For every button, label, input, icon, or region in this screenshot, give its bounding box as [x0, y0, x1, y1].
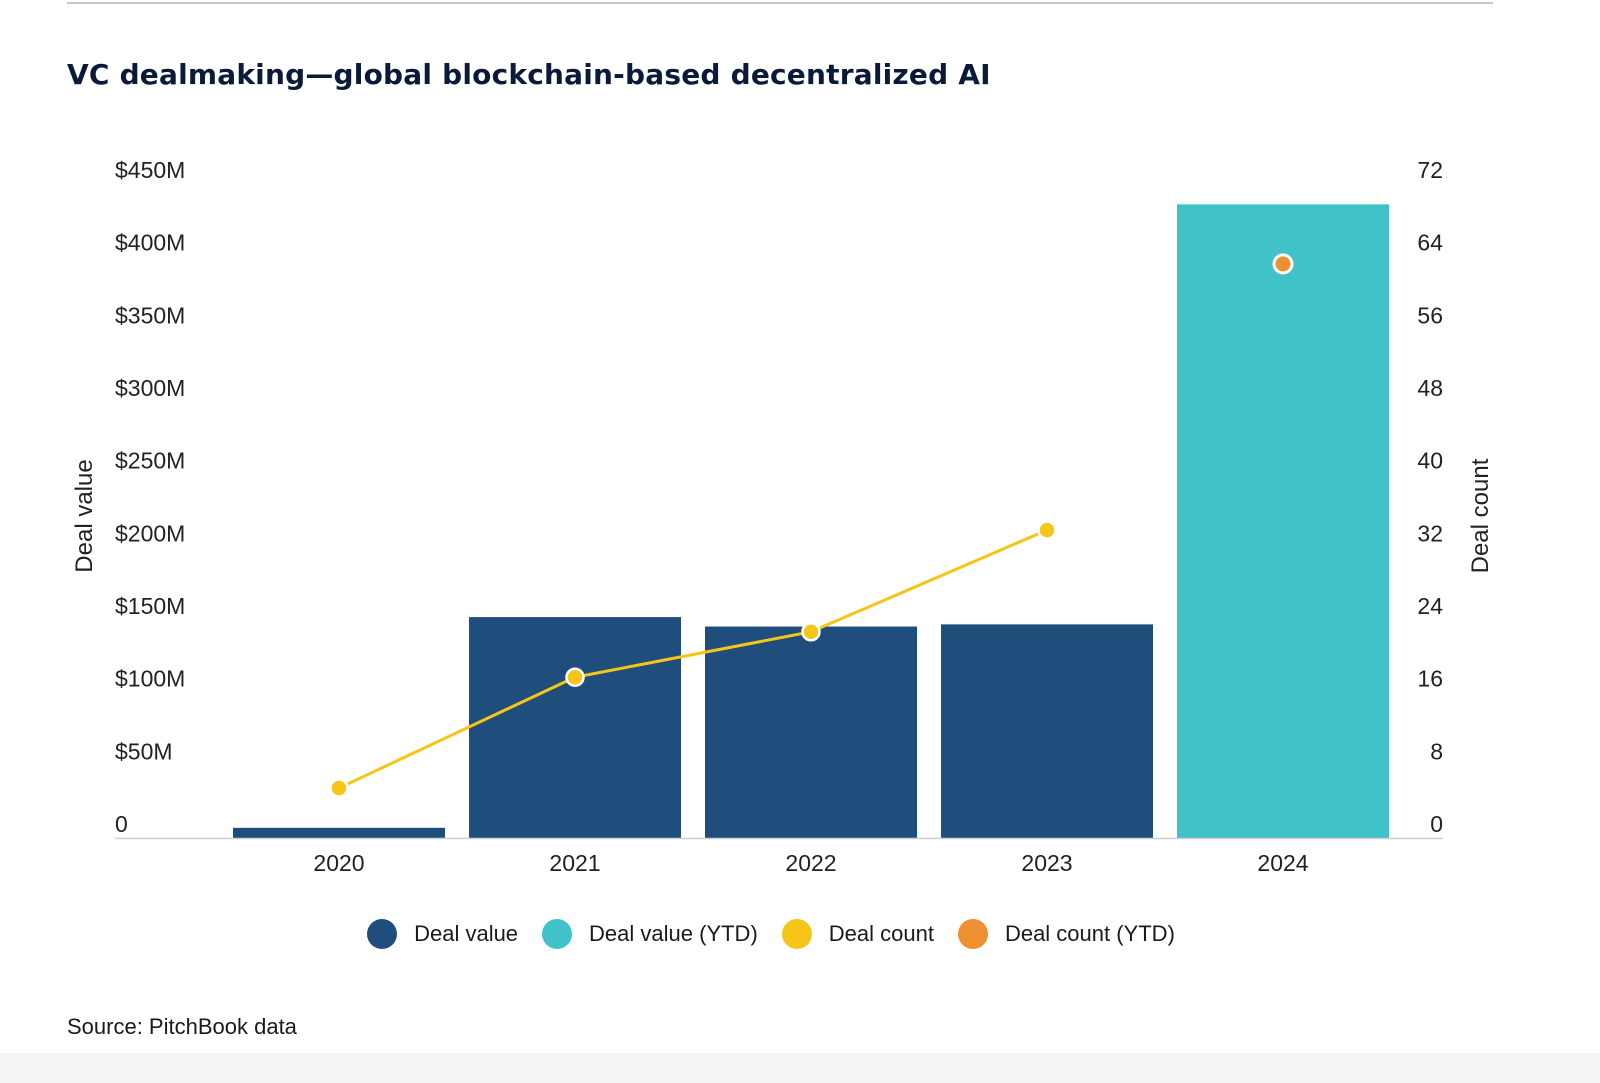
- legend-swatch: [542, 919, 573, 949]
- y2-tick-label: 48: [1417, 375, 1443, 401]
- bars-group: [233, 204, 1389, 838]
- legend-swatch: [367, 919, 398, 949]
- y-axis-left: 0 $50M $100M $150M $200M $250M $300M $350M $400M…: [115, 157, 185, 837]
- y-tick-label: $150M: [115, 593, 185, 619]
- legend-label: Deal value: [414, 921, 519, 946]
- y2-tick-label: 72: [1417, 157, 1443, 183]
- legend-label: Deal count (YTD): [1004, 921, 1175, 946]
- y-tick-label: $50M: [115, 738, 173, 764]
- y-axis-title: Deal value: [71, 459, 98, 572]
- y-tick-label: $100M: [115, 666, 185, 692]
- legend-item-deal-value-ytd: Deal value (YTD): [542, 919, 758, 949]
- legend-item-deal-count-ytd: Deal count (YTD): [957, 919, 1175, 949]
- x-axis: 2020 2021 2022 2023 2024: [313, 850, 1308, 876]
- source-note: Source: PitchBook data: [67, 1014, 297, 1039]
- x-tick-label: 2024: [1257, 850, 1308, 876]
- lines-group: [329, 253, 1294, 798]
- y2-tick-label: 8: [1430, 738, 1443, 764]
- x-tick-label: 2021: [549, 850, 600, 876]
- footer-band: [0, 1053, 1600, 1083]
- legend-swatch: [781, 919, 812, 949]
- y-tick-label: $350M: [115, 302, 185, 328]
- chart-title: VC dealmaking—global blockchain-based de…: [67, 58, 991, 91]
- y2-tick-label: 16: [1417, 666, 1443, 692]
- y-axis-right: 0 8 16 24 32 40 48 56 64 72: [1417, 157, 1443, 837]
- point: [565, 667, 585, 687]
- legend-item-deal-value: Deal value: [367, 919, 518, 949]
- y2-tick-label: 40: [1417, 448, 1443, 474]
- point: [1272, 253, 1294, 275]
- bar: [705, 626, 917, 838]
- y2-tick-label: 32: [1417, 520, 1443, 546]
- x-tick-label: 2022: [785, 850, 836, 876]
- y-tick-label: $250M: [115, 448, 185, 474]
- point: [329, 778, 349, 798]
- y-tick-label: $450M: [115, 157, 185, 183]
- legend-label: Deal value (YTD): [589, 921, 758, 946]
- bar: [233, 827, 445, 838]
- bar: [941, 624, 1153, 838]
- point: [801, 622, 821, 642]
- bar: [469, 617, 681, 838]
- y2-tick-label: 24: [1417, 593, 1443, 619]
- x-tick-label: 2020: [313, 850, 364, 876]
- y-tick-label: $300M: [115, 375, 185, 401]
- bar: [1177, 204, 1389, 838]
- y2-tick-label: 64: [1417, 230, 1443, 256]
- y-tick-label: $400M: [115, 230, 185, 256]
- x-tick-label: 2023: [1021, 850, 1072, 876]
- point: [1037, 520, 1057, 540]
- deal-count-line: [338, 528, 1048, 790]
- legend: Deal value Deal value (YTD) Deal count D…: [0, 919, 1542, 949]
- y-tick-label: $200M: [115, 520, 185, 546]
- y2-axis-title: Deal count: [1467, 458, 1494, 573]
- legend-item-deal-count: Deal count: [781, 919, 934, 949]
- legend-label: Deal count: [828, 921, 934, 946]
- y2-tick-label: 56: [1417, 302, 1443, 328]
- y-tick-label: 0: [115, 811, 128, 837]
- y2-tick-label: 0: [1430, 811, 1443, 837]
- legend-swatch: [957, 919, 988, 949]
- top-divider: [67, 2, 1493, 4]
